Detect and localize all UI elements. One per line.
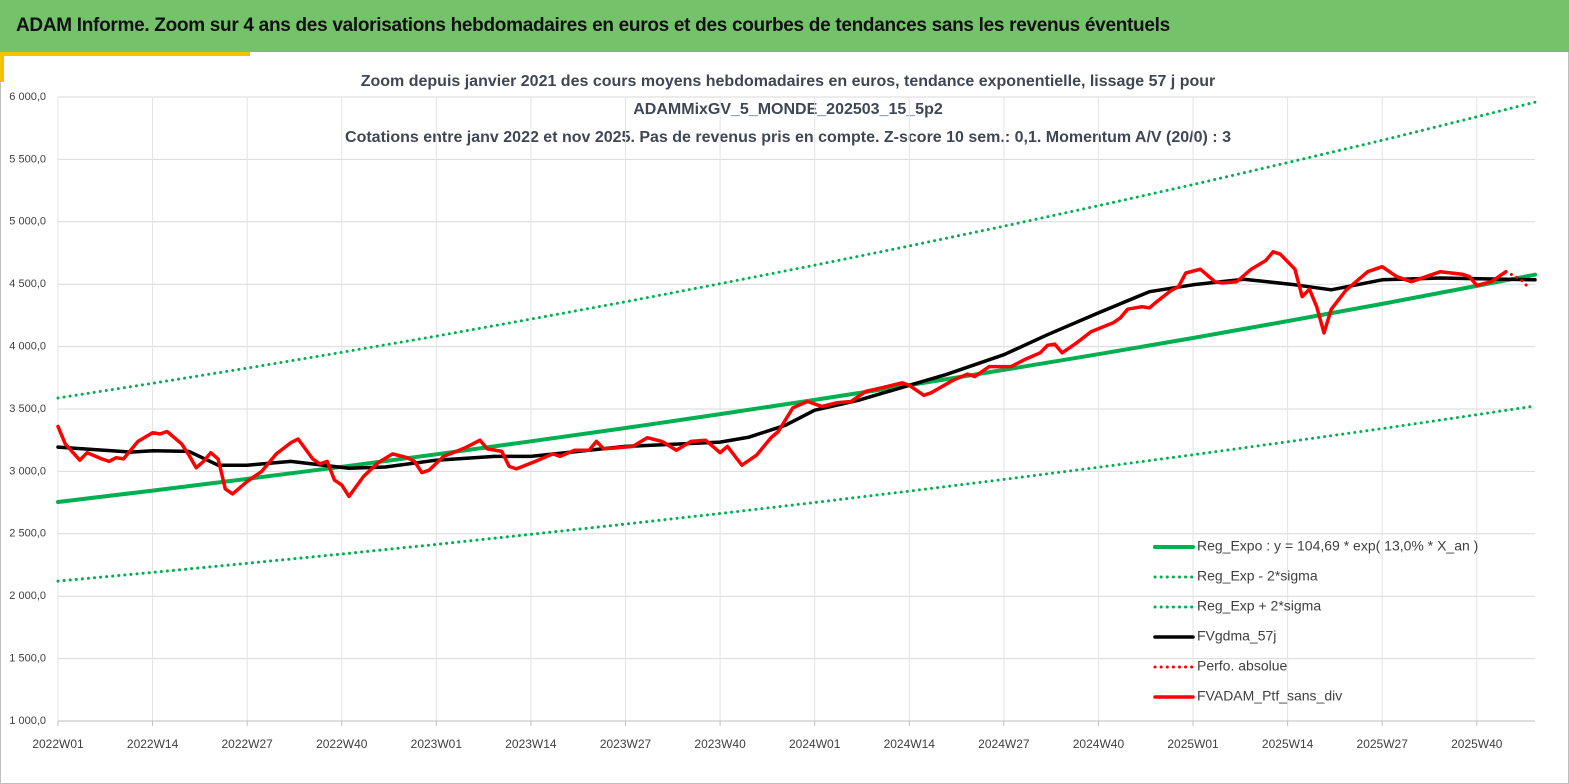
x-tick-label: 2024W40 <box>1073 737 1125 751</box>
chart-title: Cotations entre janv 2022 et nov 2025. P… <box>345 129 1231 146</box>
x-tick-label: 2024W01 <box>789 737 841 751</box>
header-title: ADAM Informe. Zoom sur 4 ans des valoris… <box>0 0 1569 52</box>
x-tick-label: 2024W27 <box>978 737 1030 751</box>
x-tick-label: 2024W14 <box>884 737 936 751</box>
x-tick-label: 2022W14 <box>127 737 179 751</box>
y-tick-label: 5 000,0 <box>9 216 46 228</box>
legend-label: Reg_Exp + 2*sigma <box>1197 598 1321 614</box>
accent-bar <box>0 52 250 56</box>
series-line <box>56 272 1537 504</box>
x-tick-label: 2023W14 <box>505 737 557 751</box>
legend-label: FVADAM_Ptf_sans_div <box>1197 688 1342 704</box>
chart-title: ADAMMixGV_5_MONDE_202503_15_5p2 <box>633 101 943 118</box>
x-tick-label: 2025W40 <box>1451 737 1503 751</box>
x-tick-label: 2025W14 <box>1262 737 1314 751</box>
legend-label: Perfo. absolue <box>1197 658 1287 674</box>
y-tick-label: 4 500,0 <box>9 278 46 290</box>
y-tick-label: 1 500,0 <box>9 653 46 665</box>
accent-bar <box>0 52 4 82</box>
x-tick-label: 2023W27 <box>600 737 652 751</box>
series-line <box>56 100 1537 400</box>
series-line <box>1504 270 1530 289</box>
x-tick-label: 2022W27 <box>221 737 273 751</box>
legend-label: Reg_Expo : y = 104,69 * exp( 13,0% * X_a… <box>1197 538 1478 554</box>
y-tick-label: 3 000,0 <box>9 465 46 477</box>
legend-label: Reg_Exp - 2*sigma <box>1197 568 1318 584</box>
y-tick-label: 2 500,0 <box>9 528 46 540</box>
x-tick-label: 2025W27 <box>1357 737 1409 751</box>
y-tick-label: 6 000,0 <box>9 91 46 103</box>
series-line <box>56 276 1537 471</box>
legend-label: FVgdma_57j <box>1197 628 1276 644</box>
chart-title: Zoom depuis janvier 2021 des cours moyen… <box>361 73 1216 90</box>
x-tick-label: 2023W40 <box>694 737 746 751</box>
y-tick-label: 5 500,0 <box>9 153 46 165</box>
x-tick-label: 2022W01 <box>32 737 84 751</box>
y-tick-label: 3 500,0 <box>9 403 46 415</box>
y-tick-label: 1 000,0 <box>9 715 46 727</box>
x-tick-label: 2022W40 <box>316 737 368 751</box>
series-line <box>56 404 1537 583</box>
x-tick-label: 2025W01 <box>1167 737 1219 751</box>
y-tick-label: 2 000,0 <box>9 590 46 602</box>
y-tick-label: 4 000,0 <box>9 341 46 353</box>
series-line <box>56 250 1508 499</box>
x-tick-label: 2023W01 <box>411 737 463 751</box>
